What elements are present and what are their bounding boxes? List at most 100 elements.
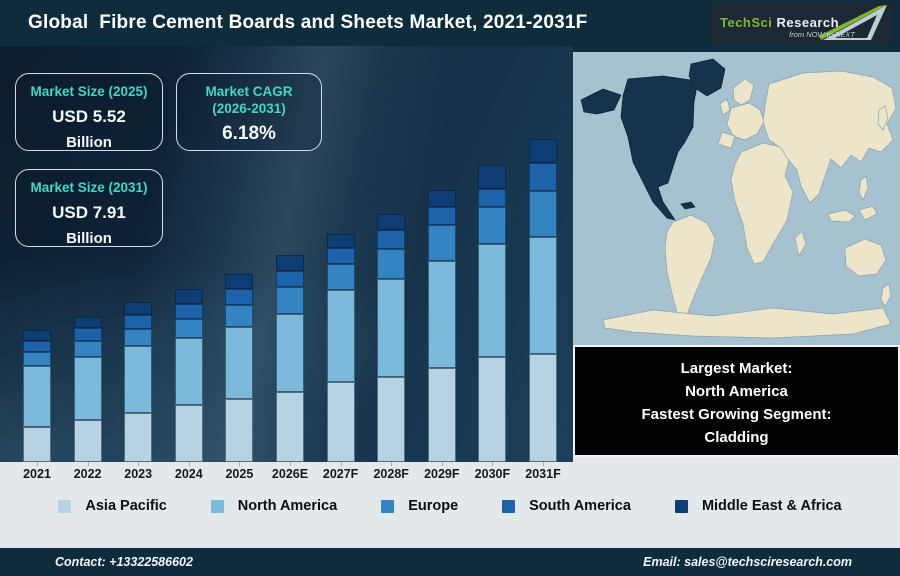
bar-segment <box>73 341 102 358</box>
bar-segment <box>174 318 203 338</box>
x-axis-tick <box>188 462 190 466</box>
bar-2021 <box>23 330 51 462</box>
logo-arrow-icon <box>819 5 887 40</box>
bar-segment <box>529 139 557 163</box>
techsci-logo: TechSci Research from NOW to NEXT <box>710 2 893 44</box>
map-japan <box>877 105 889 131</box>
map-indonesia <box>827 209 856 223</box>
legend-label: Asia Pacific <box>85 498 167 514</box>
x-axis-tick <box>87 462 89 466</box>
x-axis-tick <box>340 462 342 466</box>
x-axis-tick <box>290 462 291 466</box>
legend-swatch <box>58 499 72 513</box>
bar-2022 <box>73 317 102 462</box>
map-north-america-highlight <box>580 88 622 115</box>
bar-segment <box>124 412 153 462</box>
bar-segment <box>276 314 304 393</box>
x-axis-label: 2031F <box>525 467 561 481</box>
header-bar: Global Fibre Cement Boards and Sheets Ma… <box>0 0 900 46</box>
stat-value: USD 5.52 <box>52 107 126 126</box>
bar-segment <box>377 249 406 279</box>
bar-segment <box>529 162 557 191</box>
map-madagascar <box>794 230 807 257</box>
legend-item: Asia Pacific <box>58 498 167 514</box>
map-europe <box>717 131 736 149</box>
bar-2031F <box>529 139 557 462</box>
bar-segment <box>225 399 254 462</box>
map-australia <box>844 238 887 277</box>
bar-segment <box>529 354 557 462</box>
logo-brand-primary: TechSci <box>720 15 773 30</box>
stat-box-market-size-2025: Market Size (2025) USD 5.52 Billion <box>15 73 163 151</box>
legend-label: North America <box>237 498 338 514</box>
bar-segment <box>377 229 406 249</box>
logo-wordmark: TechSci Research <box>720 15 839 30</box>
stat-unit: Billion <box>66 134 112 151</box>
largest-market-callout: Largest Market: North America Fastest Gr… <box>573 345 900 457</box>
x-axis-label: 2025 <box>225 467 254 481</box>
x-axis-label: 2024 <box>174 467 203 481</box>
legend-item: Europe <box>381 498 458 514</box>
bar-segment <box>225 304 254 327</box>
callout-line: Largest Market: <box>680 360 793 377</box>
bar-segment <box>225 273 254 290</box>
bar-segment <box>276 255 304 271</box>
bar-segment <box>124 314 153 330</box>
bar-2024 <box>174 289 203 462</box>
bar-segment <box>326 247 355 265</box>
bar-segment <box>326 381 355 462</box>
callout-line: Cladding <box>704 429 769 446</box>
legend-swatch <box>674 499 688 513</box>
bar-segment <box>174 404 203 462</box>
x-axis-tick <box>441 462 443 466</box>
bar-segment <box>377 376 406 462</box>
bar-segment <box>529 190 557 238</box>
bar-segment <box>427 206 456 226</box>
stat-label-period: (2026-2031) <box>212 101 286 116</box>
map-new-zealand <box>880 283 892 307</box>
logo-brand-secondary: Research <box>776 15 840 30</box>
bar-segment <box>427 368 456 462</box>
stat-value: USD 7.91 <box>52 203 126 222</box>
bar-segment <box>276 287 304 314</box>
bar-segment <box>124 302 153 315</box>
bar-segment <box>478 165 507 189</box>
stat-unit: Billion <box>66 230 112 247</box>
bar-segment <box>174 303 203 319</box>
x-axis-label: 2028F <box>373 467 409 481</box>
bar-segment <box>73 420 102 462</box>
map-antarctica <box>602 307 892 339</box>
bar-segment <box>427 189 456 207</box>
bar-segment <box>225 326 254 400</box>
bar-segment <box>23 330 51 341</box>
map-caribbean-highlight <box>680 201 696 210</box>
chart-legend: Asia Pacific North America Europe South Ame… <box>0 498 900 514</box>
map-europe <box>732 78 755 106</box>
bar-segment <box>377 278 406 377</box>
bar-segment <box>73 328 102 342</box>
x-axis-tick <box>239 462 241 466</box>
bar-segment <box>23 366 51 427</box>
bar-segment <box>326 264 355 291</box>
chart-footer-band: 2021 2022 2023 2024 2025 2026E 2027F 2028F 2029F… <box>0 462 900 548</box>
stat-box-market-cagr: Market CAGR (2026-2031) 6.18% <box>176 73 322 151</box>
map-philippines <box>858 175 869 201</box>
bar-segment <box>478 244 507 358</box>
x-axis-tick <box>138 462 140 466</box>
x-axis-label: 2022 <box>73 467 102 481</box>
bar-segment <box>124 346 153 413</box>
x-axis-label: 2030F <box>474 467 511 481</box>
bar-segment <box>326 290 355 382</box>
footer-contact: Contact: +13322586602 <box>55 555 193 569</box>
bar-segment <box>529 237 557 355</box>
bar-2029F <box>427 189 456 462</box>
x-axis-label: 2023 <box>124 467 153 481</box>
callout-line: Fastest Growing Segment: <box>641 406 832 423</box>
bar-2027F <box>326 234 355 462</box>
bar-2028F <box>377 214 406 462</box>
legend-item: North America <box>210 498 338 514</box>
x-axis-label: 2029F <box>424 467 460 481</box>
bar-segment <box>23 340 51 352</box>
stat-label: Market CAGR <box>205 84 293 99</box>
